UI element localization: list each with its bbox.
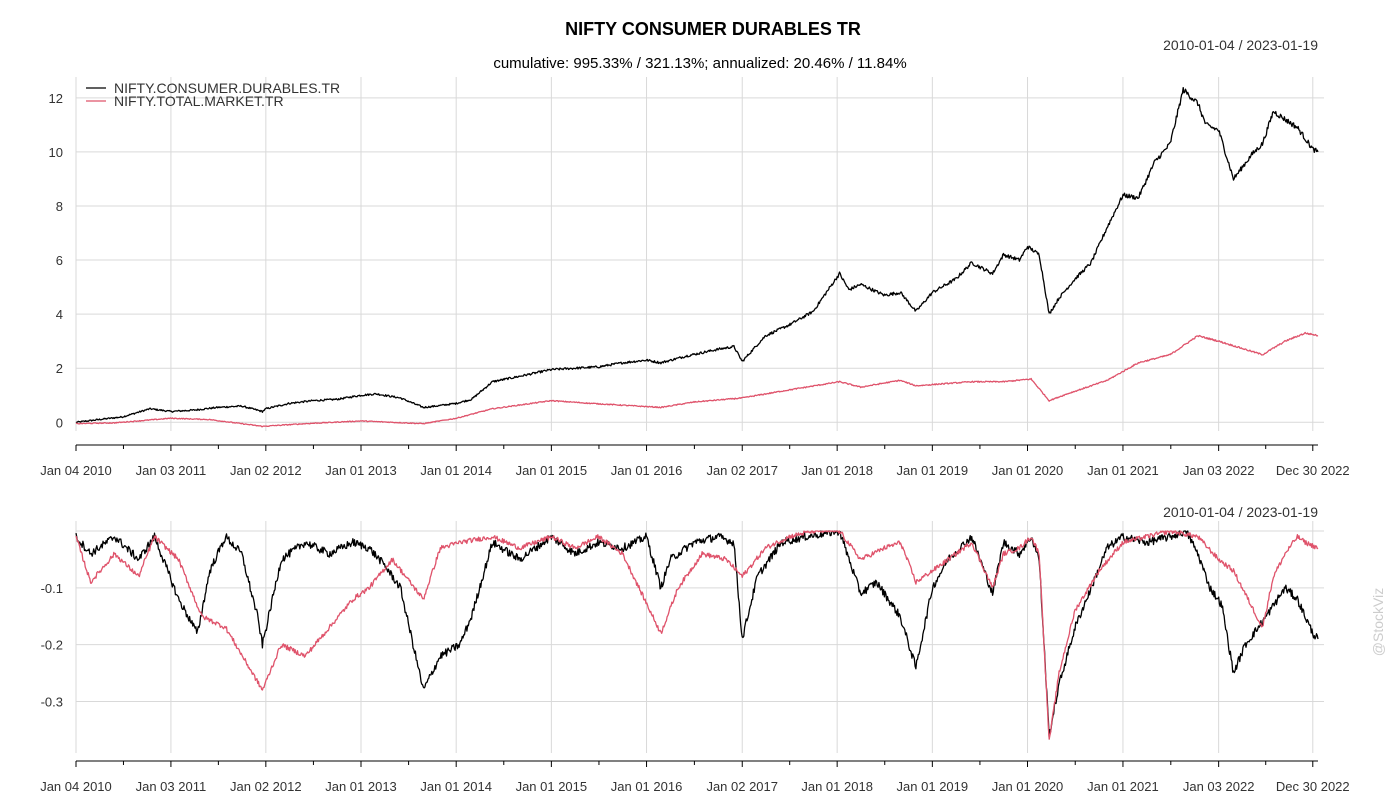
x-tick-label: Jan 01 2021 — [1087, 779, 1159, 794]
y-tick-label: -0.1 — [41, 581, 63, 596]
x-tick-label: Jan 01 2018 — [801, 779, 873, 794]
x-tick-label: Jan 01 2015 — [516, 463, 588, 478]
y-tick-label: 10 — [49, 145, 63, 160]
x-tick-label: Jan 01 2014 — [420, 779, 492, 794]
x-tick-label: Jan 04 2010 — [40, 463, 112, 478]
chart-title: NIFTY CONSUMER DURABLES TR — [565, 19, 861, 39]
x-tick-label: Jan 02 2017 — [706, 779, 778, 794]
top-y-axis: 0 2 4 6 8 10 12 — [49, 91, 63, 430]
chart-subtitle: cumulative: 995.33% / 321.13%; annualize… — [493, 55, 906, 72]
x-tick-label: Jan 01 2021 — [1087, 463, 1159, 478]
legend-label-total-market: NIFTY.TOTAL.MARKET.TR — [114, 93, 284, 109]
y-tick-label: 0 — [56, 415, 63, 430]
x-tick-label: Jan 02 2012 — [230, 779, 302, 794]
legend: NIFTY.CONSUMER.DURABLES.TR NIFTY.TOTAL.M… — [86, 80, 340, 109]
top-gridlines — [75, 77, 1324, 431]
x-tick-label: Jan 01 2016 — [611, 463, 683, 478]
watermark: @StockViz — [1370, 588, 1386, 656]
series-line-consumer-durables — [75, 530, 1319, 740]
y-tick-label: -0.2 — [41, 638, 63, 653]
bottom-gridlines — [75, 521, 1324, 753]
top-series-lines — [75, 86, 1319, 428]
x-tick-label: Jan 02 2017 — [706, 463, 778, 478]
legend-label-durables: NIFTY.CONSUMER.DURABLES.TR — [114, 80, 340, 96]
y-tick-label: 2 — [56, 361, 63, 376]
x-tick-label: Jan 01 2020 — [992, 779, 1064, 794]
series-line-total-market — [75, 530, 1319, 740]
x-tick-label: Jan 01 2015 — [516, 779, 588, 794]
y-tick-label: -0.3 — [41, 695, 63, 710]
top-date-range: 2010-01-04 / 2023-01-19 — [1163, 37, 1318, 53]
series-line-total-market — [75, 331, 1319, 428]
y-tick-label: 6 — [56, 253, 63, 268]
x-tick-label: Dec 30 2022 — [1276, 779, 1350, 794]
x-tick-label: Jan 01 2013 — [325, 779, 397, 794]
x-tick-label: Jan 03 2022 — [1183, 463, 1255, 478]
y-tick-label: 12 — [49, 91, 63, 106]
x-tick-label: Jan 02 2012 — [230, 463, 302, 478]
x-tick-label: Jan 01 2013 — [325, 463, 397, 478]
x-tick-label: Jan 01 2016 — [611, 779, 683, 794]
x-tick-label: Jan 01 2018 — [801, 463, 873, 478]
x-tick-label: Jan 04 2010 — [40, 779, 112, 794]
bottom-y-axis: -0.1 -0.2 -0.3 — [41, 581, 63, 710]
bottom-series-lines — [75, 530, 1319, 740]
x-tick-label: Jan 03 2011 — [136, 463, 207, 478]
x-tick-label: Dec 30 2022 — [1276, 463, 1350, 478]
bottom-date-range: 2010-01-04 / 2023-01-19 — [1163, 504, 1318, 520]
x-tick-label: Jan 01 2014 — [420, 463, 492, 478]
x-tick-label: Jan 01 2019 — [897, 779, 969, 794]
top-x-axis: Jan 04 2010 Jan 03 2011 Jan 02 2012 Jan 01 … — [40, 444, 1350, 478]
series-line-consumer-durables — [75, 86, 1319, 424]
x-tick-label: Jan 03 2022 — [1183, 779, 1255, 794]
x-tick-label: Jan 01 2019 — [897, 463, 969, 478]
y-tick-label: 8 — [56, 199, 63, 214]
bottom-x-axis: Jan 04 2010 Jan 03 2011 Jan 02 2012 Jan 01 … — [40, 760, 1350, 794]
x-tick-label: Jan 03 2011 — [136, 779, 207, 794]
x-tick-label: Jan 01 2020 — [992, 463, 1064, 478]
y-tick-label: 4 — [56, 307, 63, 322]
